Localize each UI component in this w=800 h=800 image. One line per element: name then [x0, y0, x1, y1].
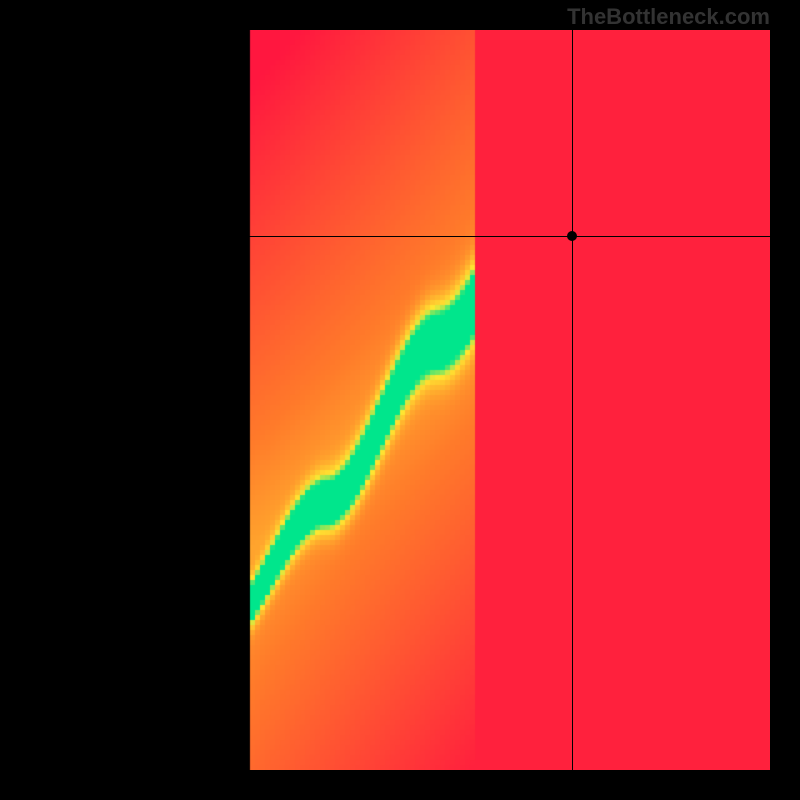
watermark-text: TheBottleneck.com: [567, 4, 770, 30]
crosshair-horizontal: [30, 236, 770, 237]
crosshair-vertical: [572, 30, 573, 770]
heatmap-plot-area: [30, 30, 770, 770]
crosshair-marker[interactable]: [567, 231, 577, 241]
heatmap-canvas: [30, 30, 770, 770]
